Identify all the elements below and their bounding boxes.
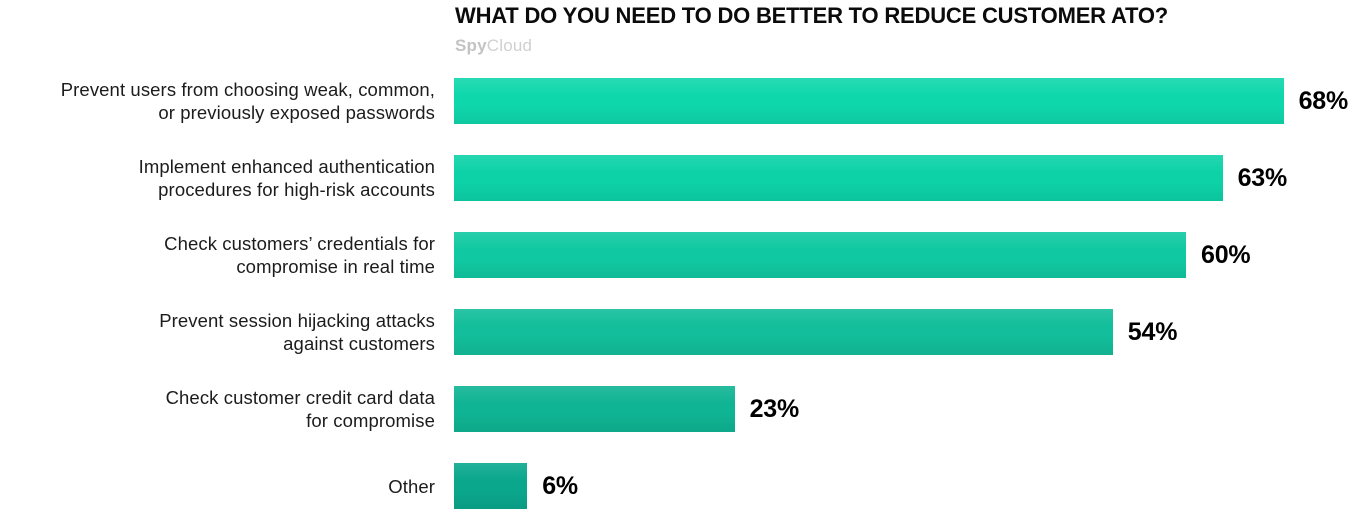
bar-row: Prevent session hijacking attacks against… (0, 309, 1348, 355)
spycloud-logo: SpyCloud (455, 36, 1335, 56)
value-label: 68% (1298, 86, 1349, 115)
category-label: Prevent users from choosing weak, common… (60, 79, 435, 123)
category-label: Prevent session hijacking attacks against… (159, 310, 435, 354)
bar-row: Check customers’ credentials for compromi… (0, 232, 1348, 278)
bar (454, 232, 1186, 278)
bar (454, 78, 1284, 124)
chart-title: WHAT DO YOU NEED TO DO BETTER TO REDUCE … (455, 3, 1168, 28)
bar-row: Check customer credit card data for compr… (0, 386, 1348, 432)
value-label: 60% (1201, 240, 1251, 269)
bar (454, 463, 528, 509)
value-label: 23% (749, 394, 800, 423)
value-label: 6% (542, 471, 578, 500)
spycloud-logo-cloud: Cloud (486, 36, 533, 55)
category-label: Other (388, 475, 435, 497)
category-label: Implement enhanced authentication procedu… (138, 156, 435, 200)
spycloud-logo-spy: Spy (455, 36, 487, 55)
bar-row: Other 6% (0, 463, 1348, 509)
bar (454, 386, 735, 432)
category-label: Check customers’ credentials for compromi… (164, 233, 435, 277)
bar (454, 155, 1223, 201)
bar (454, 309, 1113, 355)
bar-row: Prevent users from choosing weak, common… (0, 78, 1348, 124)
bar-rows: Prevent users from choosing weak, common… (0, 78, 1348, 517)
chart-header: WHAT DO YOU NEED TO DO BETTER TO REDUCE … (455, 3, 1335, 56)
value-label: 54% (1127, 317, 1178, 346)
value-label: 63% (1237, 163, 1288, 192)
bar-row: Implement enhanced authentication procedu… (0, 155, 1348, 201)
category-label: Check customer credit card data for compr… (165, 387, 435, 431)
